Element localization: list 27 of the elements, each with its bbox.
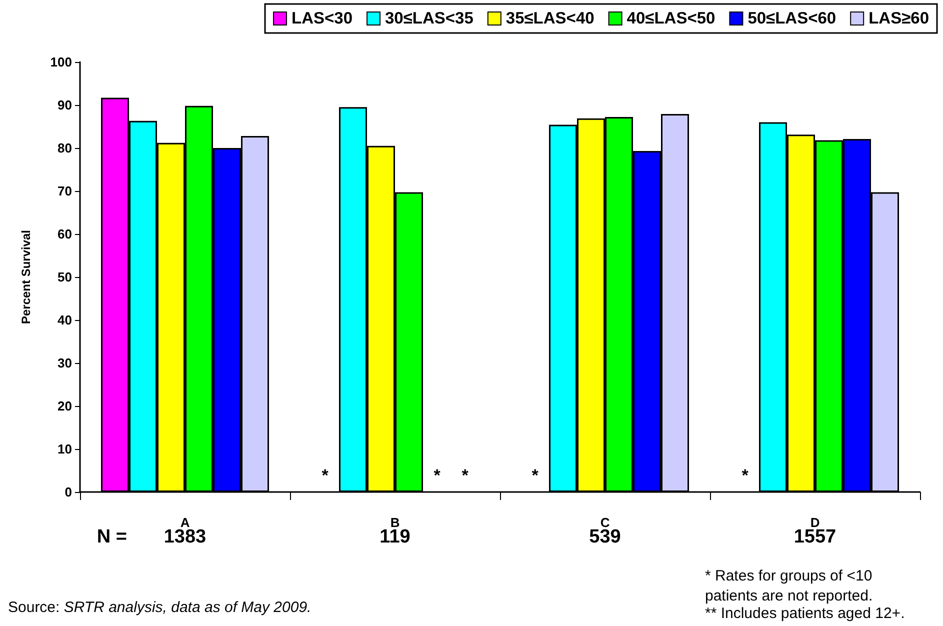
legend-label: LAS≥60: [868, 10, 930, 28]
y-tick-label: 40: [58, 312, 72, 328]
legend-label: 35≤LAS<40: [506, 10, 594, 28]
legend-label: 40≤LAS<50: [626, 10, 716, 28]
y-tick-label: 80: [58, 140, 72, 156]
y-tick-label: 10: [58, 442, 72, 456]
legend-label: 50≤LAS<60: [748, 10, 836, 28]
legend-label: LAS<30: [292, 10, 353, 28]
y-tick-label: 50: [58, 270, 72, 284]
y-axis-title: Percent Survival: [19, 230, 33, 324]
y-tick-label: 30: [58, 356, 72, 370]
text: *: [434, 466, 440, 485]
source-note: Source: SRTR analysis, data as of May 2009.: [8, 599, 312, 616]
y-tick-label: 60: [58, 226, 72, 242]
text: *: [532, 466, 538, 485]
text: * Rates for groups of <10 patients are not reported.: [705, 568, 873, 604]
text: ** Includes patients aged 12+.: [705, 605, 905, 622]
y-tick-label: 0: [64, 484, 72, 500]
y-tick-label: 100: [50, 54, 72, 70]
y-tick-label: 90: [58, 98, 72, 112]
y-tick-label: 70: [58, 184, 72, 198]
text: *: [462, 466, 468, 485]
text: N =: [96, 526, 127, 548]
y-tick-label: 20: [58, 398, 72, 414]
legend-label: 30≤LAS<35: [385, 10, 474, 28]
text: *: [322, 466, 328, 485]
text: *: [742, 466, 748, 485]
